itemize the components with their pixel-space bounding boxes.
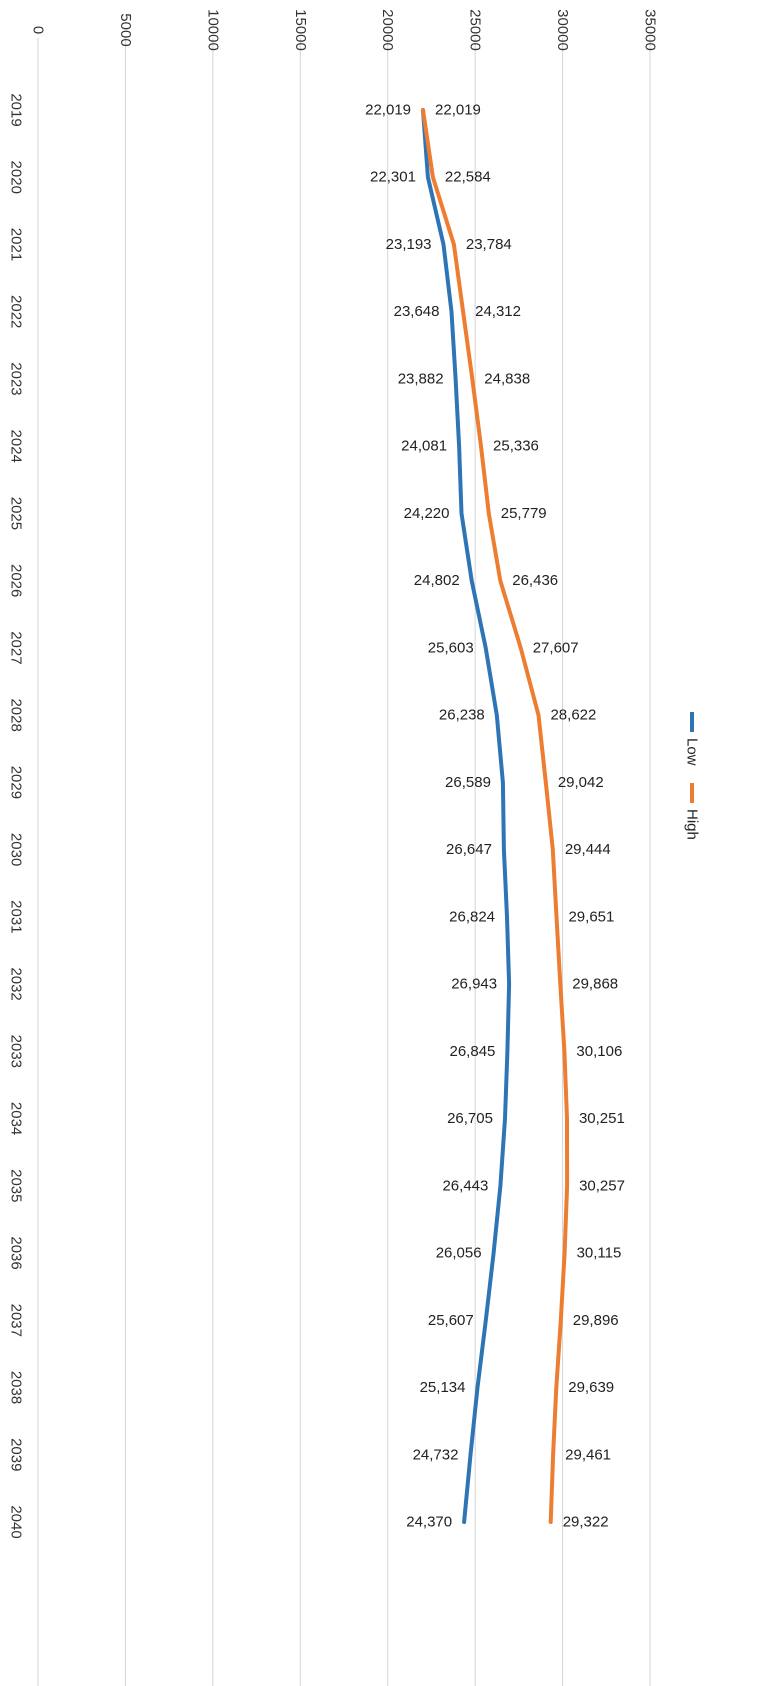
category-axis-tick-label: 2024 <box>8 430 25 463</box>
data-label-high: 22,019 <box>435 102 481 119</box>
data-label-high: 28,622 <box>550 707 596 724</box>
category-axis-tick-label: 2035 <box>8 1169 25 1202</box>
category-axis-tick-label: 2028 <box>8 698 25 731</box>
data-label-low: 24,732 <box>413 1446 459 1463</box>
data-label-high: 29,444 <box>565 841 611 858</box>
category-axis-tick-label: 2027 <box>8 631 25 664</box>
series-line-high <box>421 108 570 1524</box>
category-axis-tick-label: 2039 <box>8 1438 25 1471</box>
data-label-low: 25,607 <box>428 1312 474 1329</box>
data-label-high: 30,106 <box>576 1043 622 1060</box>
data-label-low: 22,019 <box>365 102 411 119</box>
data-label-low: 26,943 <box>451 976 497 993</box>
data-label-high: 29,651 <box>568 908 614 925</box>
data-label-high: 27,607 <box>533 639 579 656</box>
value-axis-tick-label: 30000 <box>554 9 571 51</box>
data-label-high: 29,896 <box>573 1312 619 1329</box>
value-axis-tick-label: 25000 <box>467 9 484 51</box>
data-label-high: 30,251 <box>579 1110 625 1127</box>
data-label-high: 29,042 <box>558 774 604 791</box>
data-label-low: 26,845 <box>450 1043 496 1060</box>
data-label-low: 26,647 <box>446 841 492 858</box>
data-label-low: 24,370 <box>406 1514 452 1531</box>
category-axis-tick-label: 2032 <box>8 967 25 1000</box>
category-axis-tick-label: 2029 <box>8 766 25 799</box>
data-label-high: 24,312 <box>475 303 521 320</box>
category-axis-tick-label: 2033 <box>8 1035 25 1068</box>
data-label-high: 25,779 <box>501 505 547 522</box>
category-axis-tick-label: 2036 <box>8 1236 25 1269</box>
data-label-high: 30,115 <box>577 1245 622 1262</box>
data-label-low: 24,802 <box>414 572 460 589</box>
value-axis-tick-label: 15000 <box>292 9 309 51</box>
data-label-high: 24,838 <box>484 370 530 387</box>
data-label-high: 22,584 <box>445 169 491 186</box>
data-label-low: 24,081 <box>401 438 447 455</box>
series-line-low <box>421 108 512 1524</box>
data-label-high: 25,336 <box>493 438 539 455</box>
value-axis-tick-label: 0 <box>30 26 47 34</box>
category-axis-tick-label: 2034 <box>8 1102 25 1135</box>
category-axis-tick-label: 2020 <box>8 161 25 194</box>
data-label-low: 26,238 <box>439 707 485 724</box>
data-label-high: 23,784 <box>466 236 512 253</box>
data-label-low: 26,824 <box>449 908 495 925</box>
category-axis-tick-label: 2022 <box>8 295 25 328</box>
data-label-low: 22,301 <box>370 169 416 186</box>
data-label-low: 23,882 <box>398 370 444 387</box>
value-axis-tick-label: 10000 <box>204 9 221 51</box>
data-label-low: 26,705 <box>447 1110 493 1127</box>
category-axis-tick-label: 2040 <box>8 1505 25 1538</box>
data-label-low: 23,193 <box>386 236 432 253</box>
value-axis-tick-label: 35000 <box>642 9 659 51</box>
category-axis-tick-label: 2019 <box>8 93 25 126</box>
data-label-high: 29,461 <box>565 1446 611 1463</box>
data-label-low: 25,603 <box>428 639 474 656</box>
value-axis-tick-label: 5000 <box>117 13 134 46</box>
data-label-low: 26,589 <box>445 774 491 791</box>
category-axis-tick-label: 2038 <box>8 1371 25 1404</box>
data-label-low: 26,443 <box>442 1177 488 1194</box>
legend-label-low: Low <box>684 738 701 766</box>
category-axis-tick-label: 2031 <box>8 900 25 933</box>
data-label-high: 29,322 <box>563 1514 609 1531</box>
data-label-high: 30,257 <box>579 1177 625 1194</box>
category-axis-tick-label: 2026 <box>8 564 25 597</box>
data-label-high: 29,868 <box>572 976 618 993</box>
data-label-high: 26,436 <box>512 572 558 589</box>
legend-label-high: High <box>684 809 701 840</box>
category-axis-tick-label: 2025 <box>8 497 25 530</box>
category-axis-tick-label: 2030 <box>8 833 25 866</box>
category-axis-tick-label: 2023 <box>8 362 25 395</box>
data-label-high: 29,639 <box>568 1379 614 1396</box>
value-axis-tick-label: 20000 <box>379 9 396 51</box>
category-axis-tick-label: 2037 <box>8 1304 25 1337</box>
data-label-low: 24,220 <box>404 505 450 522</box>
data-label-low: 26,056 <box>436 1245 482 1262</box>
data-label-low: 23,648 <box>394 303 440 320</box>
data-label-low: 25,134 <box>420 1379 466 1396</box>
category-axis-tick-label: 2021 <box>8 228 25 261</box>
